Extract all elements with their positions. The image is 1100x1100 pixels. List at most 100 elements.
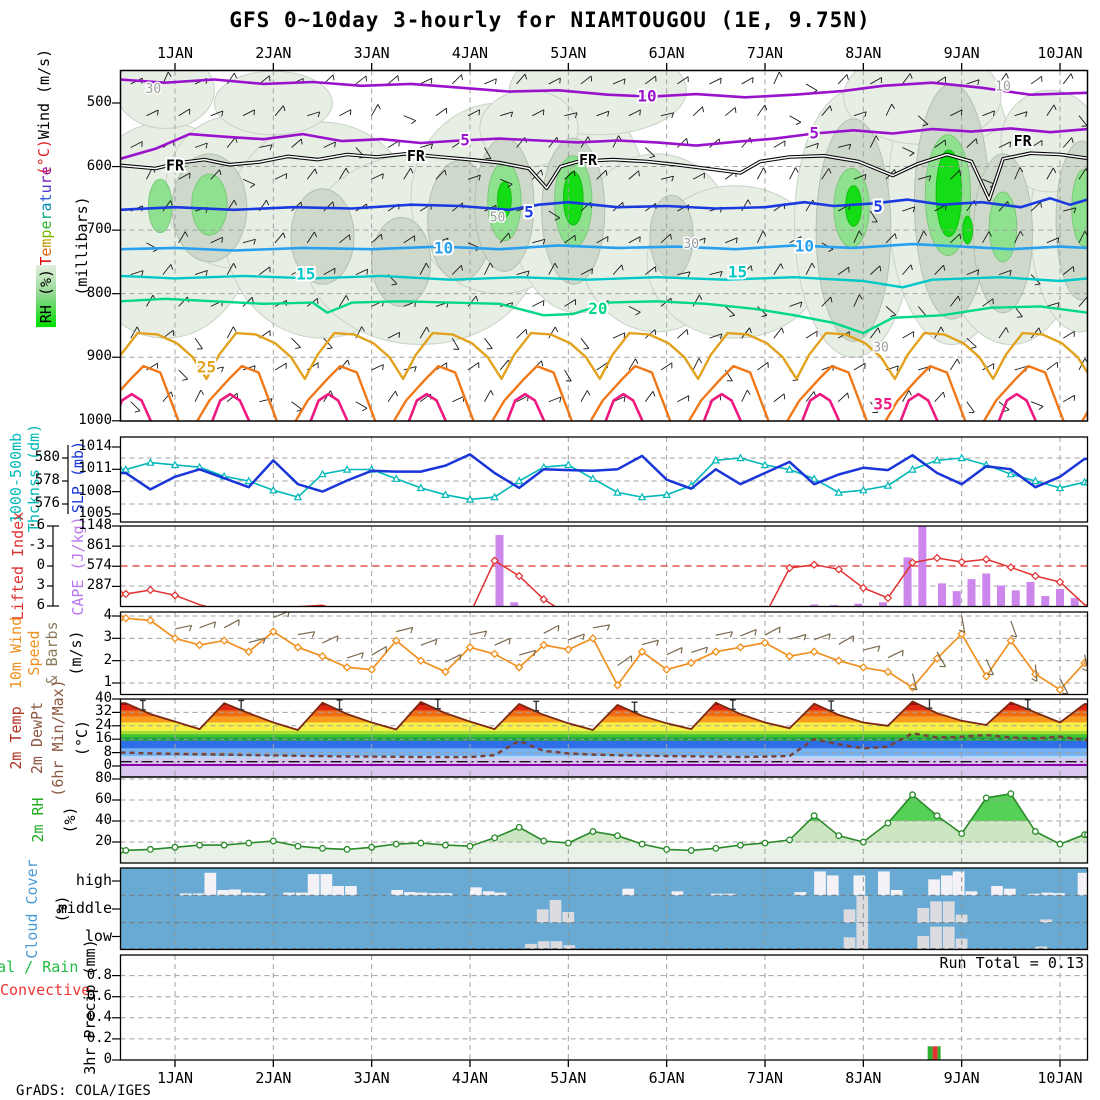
slp-tick-1011: 1011 bbox=[78, 460, 112, 477]
temp2m-tick-16: 16 bbox=[95, 730, 112, 747]
svg-text:30: 30 bbox=[683, 237, 699, 252]
day-label-top-1JAN: 1JAN bbox=[156, 44, 194, 62]
day-label-bottom-6JAN: 6JAN bbox=[648, 1069, 685, 1087]
panel-slp-thickness bbox=[120, 437, 1088, 522]
day-label-top-10JAN: 10JAN bbox=[1037, 44, 1083, 62]
precip-axis-label: 3hr Precip (mm) bbox=[81, 939, 99, 1075]
pressure-tick-700: 700 bbox=[86, 221, 112, 238]
pressure-tick-500: 500 bbox=[86, 94, 112, 110]
slp-tick-1005: 1005 bbox=[78, 504, 112, 521]
svg-text:10: 10 bbox=[637, 87, 656, 106]
wind10m-tick-1: 1 bbox=[103, 674, 112, 690]
day-label-top-8JAN: 8JAN bbox=[845, 44, 882, 62]
lifted-index-axis-label: Lifted Index bbox=[9, 511, 27, 621]
cape-tick-1148: 1148 bbox=[78, 517, 112, 533]
precip-tick-0.4: 0.4 bbox=[86, 1008, 112, 1025]
svg-text:35: 35 bbox=[873, 394, 892, 413]
precip-tick-0.2: 0.2 bbox=[86, 1029, 112, 1046]
svg-text:15: 15 bbox=[728, 263, 747, 282]
day-label-bottom-4JAN: 4JAN bbox=[451, 1069, 489, 1087]
temp2m-tick-8: 8 bbox=[103, 743, 112, 760]
rh2m-axis-unit: (%) bbox=[61, 806, 79, 834]
run-total: Run Total = 0.13 bbox=[939, 954, 1085, 972]
rh2m-axis-label: 2m RH bbox=[29, 797, 47, 843]
precip-total-rain-label: Total / Rain bbox=[0, 958, 79, 976]
panel-temp2m bbox=[120, 699, 1088, 777]
day-label-top-2JAN: 2JAN bbox=[255, 44, 292, 62]
panel-wind10m bbox=[120, 612, 1088, 695]
day-label-bottom-1JAN: 1JAN bbox=[156, 1069, 194, 1087]
pressure-tick-1000: 1000 bbox=[78, 411, 112, 428]
svg-text:5: 5 bbox=[873, 197, 883, 216]
rh2m-tick-40: 40 bbox=[95, 812, 112, 828]
day-label-bottom-9JAN: 9JAN bbox=[943, 1069, 980, 1087]
wind10m-axis-label-2: Speed bbox=[25, 630, 43, 676]
svg-text:10: 10 bbox=[795, 237, 814, 256]
slp-tick-1014: 1014 bbox=[78, 438, 112, 454]
panel-precip bbox=[120, 955, 1088, 1060]
day-label-bottom-10JAN: 10JAN bbox=[1037, 1069, 1083, 1087]
day-label-bottom-2JAN: 2JAN bbox=[255, 1069, 292, 1087]
wind10m-tick-3: 3 bbox=[103, 629, 112, 646]
precip-tick-0.8: 0.8 bbox=[86, 966, 112, 983]
thickness-axis-label-1: 1000-500mb bbox=[7, 432, 25, 524]
svg-text:FR: FR bbox=[579, 151, 598, 169]
day-label-top-3JAN: 3JAN bbox=[353, 44, 390, 62]
wind10m-axis-label-1: 10m Wind bbox=[7, 616, 25, 690]
panel-rh2m bbox=[120, 777, 1088, 863]
svg-text:FR: FR bbox=[166, 156, 185, 174]
svg-text:30: 30 bbox=[873, 341, 889, 356]
svg-text:5: 5 bbox=[460, 131, 470, 150]
thickness-tick-576: 576 bbox=[34, 495, 60, 511]
temp2m-axis-label-3: (6hr Min/Max) bbox=[49, 679, 67, 797]
day-label-top-7JAN: 7JAN bbox=[746, 44, 784, 62]
rh-axis-label: RH (%) bbox=[36, 264, 56, 328]
wind10m-tick-2: 2 bbox=[103, 651, 112, 668]
li-tick-0: 0 bbox=[36, 557, 45, 573]
wind10m-axis-unit: (m/s) bbox=[67, 630, 85, 676]
temp2m-tick-0: 0 bbox=[103, 757, 112, 773]
svg-text:25: 25 bbox=[197, 357, 216, 376]
cape-tick-574: 574 bbox=[86, 557, 112, 574]
temperature-axis-label: Temperature bbox=[37, 166, 55, 266]
rh2m-tick-80: 80 bbox=[95, 770, 112, 786]
grads-credit: GrADS: COLA/IGES bbox=[16, 1083, 151, 1099]
wind10m-axis-label-3: & Barbs bbox=[43, 621, 61, 685]
li-tick-3: 3 bbox=[36, 577, 45, 593]
panel-cloud bbox=[120, 868, 1088, 950]
temp2m-axis-label-1: 2m Temp bbox=[7, 706, 25, 770]
wind10m-tick-4: 4 bbox=[103, 607, 112, 623]
day-label-top-4JAN: 4JAN bbox=[451, 44, 489, 62]
panel-upper-air: 10 5 5 5 5 10 10 15 15 20 25 35 FR FR FR FR 30 50 30 10 30 bbox=[120, 70, 1088, 421]
cape-tick-287: 287 bbox=[86, 577, 112, 594]
svg-text:FR: FR bbox=[1014, 132, 1033, 150]
day-label-bottom-3JAN: 3JAN bbox=[353, 1069, 390, 1087]
pressure-tick-900: 900 bbox=[86, 348, 112, 365]
page-title: GFS 0~10day 3-hourly for NIAMTOUGOU (1E,… bbox=[229, 8, 871, 32]
li-tick--3: -3 bbox=[28, 537, 45, 553]
svg-text:10: 10 bbox=[995, 79, 1011, 94]
thickness-tick-580: 580 bbox=[34, 449, 60, 465]
svg-text:FR: FR bbox=[407, 147, 426, 165]
cloud-row-label-low: low bbox=[84, 926, 112, 945]
rh2m-tick-60: 60 bbox=[95, 791, 112, 807]
temp2m-tick-40: 40 bbox=[95, 690, 112, 706]
svg-text:15: 15 bbox=[296, 265, 315, 284]
day-label-bottom-7JAN: 7JAN bbox=[746, 1069, 784, 1087]
precip-tick-0.6: 0.6 bbox=[86, 987, 112, 1004]
svg-text:50: 50 bbox=[490, 210, 506, 225]
thickness-tick-578: 578 bbox=[34, 472, 60, 488]
day-label-bottom-5JAN: 5JAN bbox=[550, 1069, 587, 1087]
li-tick-6: 6 bbox=[36, 597, 45, 613]
day-label-top-9JAN: 9JAN bbox=[943, 44, 980, 62]
pressure-axis-label: (millibars) bbox=[73, 196, 91, 296]
svg-text:5: 5 bbox=[809, 124, 819, 143]
temp2m-axis-label-2: 2m DewPt bbox=[28, 701, 46, 775]
cloud-row-label-high: high bbox=[75, 871, 112, 889]
cloud-row-label-middle: middle bbox=[57, 899, 112, 917]
cloud-cover-axis-label: Cloud Cover bbox=[23, 859, 41, 959]
wind-axis-label: (°C)Wind (m/s) bbox=[35, 48, 53, 176]
cape-tick-861: 861 bbox=[86, 537, 112, 554]
svg-text:10: 10 bbox=[434, 239, 453, 258]
